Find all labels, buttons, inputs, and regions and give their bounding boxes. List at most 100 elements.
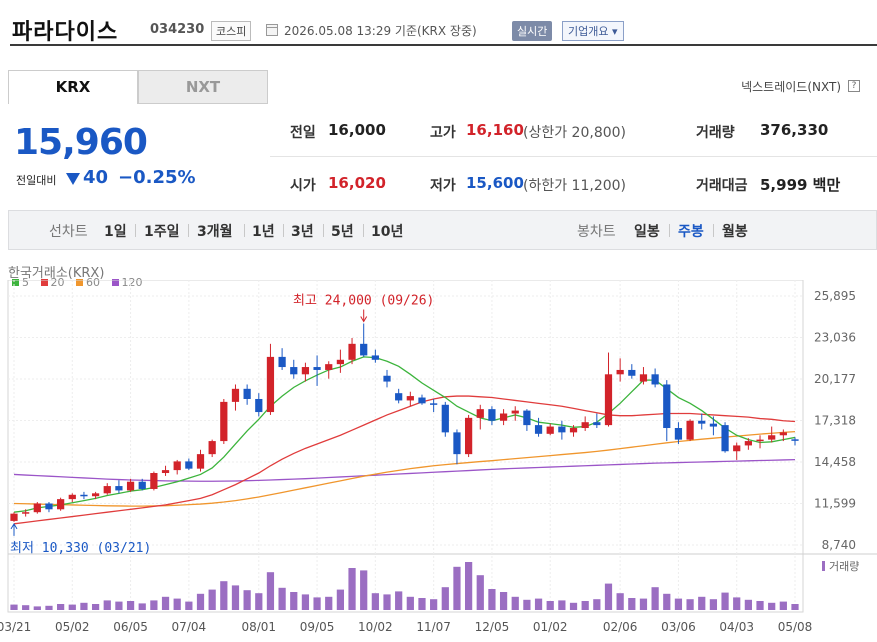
volume-bar xyxy=(360,570,368,610)
volume-bar xyxy=(569,602,578,610)
legend-ma60-label: 60 xyxy=(86,276,100,289)
amount-label: 거래대금 xyxy=(696,178,748,194)
volume-bar xyxy=(523,599,531,610)
tab-nxt[interactable]: NXT xyxy=(138,70,268,104)
candle-body xyxy=(546,426,554,434)
candle-body xyxy=(278,356,286,368)
change-percent: −0.25% xyxy=(118,167,196,188)
candle-body xyxy=(628,369,636,376)
candle-body xyxy=(721,425,729,452)
volume-bar xyxy=(406,596,414,610)
candlestick-chart[interactable]: 25,895 23,036 20,177 17,318 14,458 11,599 8,74… xyxy=(0,280,877,642)
legend-ma60: 60 xyxy=(76,276,100,289)
candle-body xyxy=(80,494,88,497)
candle-body xyxy=(686,420,694,440)
candle-body xyxy=(126,481,135,491)
volume-bar xyxy=(126,601,135,610)
volume-bar xyxy=(686,599,694,610)
company-overview-button[interactable]: 기업개요 ▾ xyxy=(562,21,624,41)
volume-bar xyxy=(290,592,298,610)
volume-bar xyxy=(616,593,624,610)
help-icon[interactable]: ? xyxy=(848,80,860,92)
volume-bar xyxy=(721,592,729,610)
candle-body xyxy=(290,367,298,375)
period-separator xyxy=(713,224,714,237)
change-amount: 40 xyxy=(83,167,109,188)
price-stats: 전일 16,000 고가 16,160 (상한가 20,800) 거래량 376… xyxy=(270,104,877,206)
volume-bar xyxy=(733,597,741,610)
x-tick-label: 04/03 xyxy=(719,620,754,634)
candle-body xyxy=(779,432,787,436)
period-10y[interactable]: 10년 xyxy=(371,224,404,240)
candle-body xyxy=(511,410,519,414)
base-time: 2026.05.08 13:29 기준(KRX 장중) xyxy=(284,24,477,38)
candle-body xyxy=(593,422,601,426)
volume-bar xyxy=(220,581,228,610)
candle-body xyxy=(651,374,659,385)
volume-bar xyxy=(453,566,461,610)
candle-body xyxy=(441,404,449,433)
volume-bar xyxy=(301,594,310,610)
stats-divider xyxy=(270,156,877,157)
period-separator xyxy=(244,224,245,237)
x-tick-label: 11/07 xyxy=(416,620,451,634)
candle-weekly[interactable]: 주봉 xyxy=(678,224,704,240)
candle-monthly[interactable]: 월봉 xyxy=(722,224,748,240)
candle-body xyxy=(208,441,216,455)
volume-label: 거래량 xyxy=(696,125,735,141)
volume-bar xyxy=(348,568,356,610)
candle-body xyxy=(161,470,170,474)
volume-bar xyxy=(208,589,216,610)
volume-bar xyxy=(336,589,345,610)
volume-bar xyxy=(231,585,240,610)
period-5y[interactable]: 5년 xyxy=(331,224,354,240)
ma60-line xyxy=(13,430,796,507)
chart-legend: 5 20 60 120 xyxy=(12,276,151,289)
volume-bar xyxy=(768,602,776,610)
amount-value: 5,999 백만 xyxy=(760,176,841,194)
volume-bar xyxy=(464,562,473,610)
x-tick-label: 05/02 xyxy=(55,620,90,634)
candle-body xyxy=(791,439,799,441)
volume-bar xyxy=(558,600,566,610)
candle-daily[interactable]: 일봉 xyxy=(634,224,660,240)
down-arrow-icon xyxy=(66,173,80,185)
candle-body xyxy=(534,425,543,434)
volume-bar xyxy=(255,593,263,610)
low-value: 15,600 xyxy=(466,174,524,192)
candle-body xyxy=(22,512,30,514)
period-1w[interactable]: 1주일 xyxy=(144,224,180,240)
low-annotation: 최저 10,330 (03/21) xyxy=(10,541,151,556)
calendar-icon xyxy=(266,24,278,36)
x-tick-label: 10/02 xyxy=(358,620,393,634)
open-value: 16,020 xyxy=(328,174,386,192)
x-tick-label: 01/02 xyxy=(533,620,568,634)
ma120-line xyxy=(13,459,796,482)
candle-body xyxy=(173,461,181,471)
x-tick-label: 06/05 xyxy=(113,620,148,634)
tab-krx[interactable]: KRX xyxy=(8,70,138,104)
prev-close-value: 16,000 xyxy=(328,121,386,139)
period-3y[interactable]: 3년 xyxy=(291,224,314,240)
volume-bar xyxy=(243,590,251,610)
legend-ma120: 120 xyxy=(111,276,143,289)
x-tick-label: 02/06 xyxy=(603,620,638,634)
legend-ma120-label: 120 xyxy=(121,276,143,289)
candle-body xyxy=(488,409,496,421)
candle-body xyxy=(698,420,706,424)
chart-frame xyxy=(7,280,804,613)
realtime-button[interactable]: 실시간 xyxy=(512,21,553,41)
candle-body xyxy=(430,403,438,405)
candle-body xyxy=(639,374,648,382)
period-1y[interactable]: 1년 xyxy=(252,224,275,240)
nextrade-link[interactable]: 넥스트레이드(NXT) xyxy=(741,78,841,95)
period-selector: 선차트 1일 1주일 3개월 1년 3년 5년 10년 봉차트 일봉 주봉 월봉 xyxy=(8,210,877,250)
candle-body xyxy=(348,343,356,360)
candle-body xyxy=(581,422,589,429)
period-1d[interactable]: 1일 xyxy=(104,224,127,240)
volume-bar xyxy=(57,604,65,610)
candle-body xyxy=(150,473,158,489)
period-3m[interactable]: 3개월 xyxy=(197,224,233,240)
volume-bar xyxy=(779,601,787,610)
candle-body xyxy=(196,454,205,469)
